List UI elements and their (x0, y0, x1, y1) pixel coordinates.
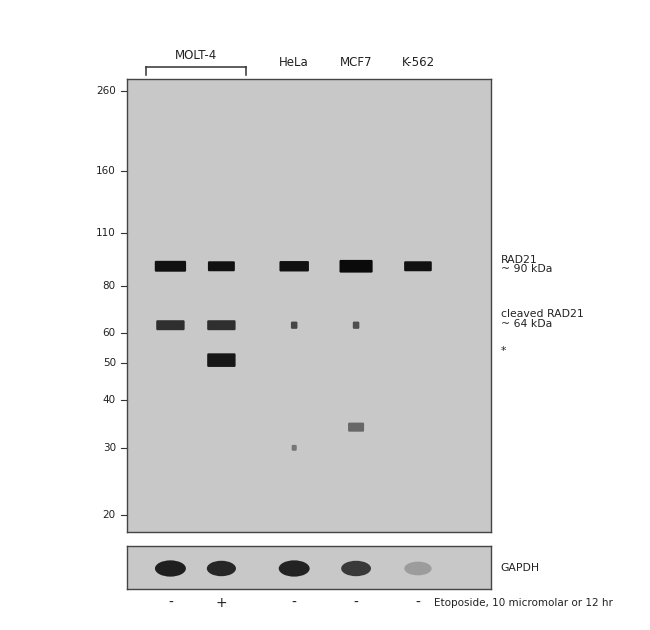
Text: -: - (415, 596, 421, 610)
Ellipse shape (341, 561, 371, 576)
Text: 260: 260 (96, 86, 116, 96)
Text: +: + (216, 596, 228, 610)
FancyBboxPatch shape (155, 261, 186, 272)
Text: HeLa: HeLa (280, 56, 309, 69)
Text: Etoposide, 10 micromolar or 12 hr: Etoposide, 10 micromolar or 12 hr (434, 598, 613, 608)
Text: *: * (500, 346, 506, 355)
Text: ~ 90 kDa: ~ 90 kDa (500, 265, 552, 275)
FancyBboxPatch shape (348, 423, 364, 432)
Text: 80: 80 (103, 281, 116, 290)
Text: -: - (354, 596, 359, 610)
Ellipse shape (207, 561, 236, 576)
Text: MCF7: MCF7 (340, 56, 372, 69)
FancyBboxPatch shape (156, 320, 185, 330)
Text: -: - (168, 596, 173, 610)
FancyBboxPatch shape (207, 320, 235, 330)
Text: RAD21: RAD21 (500, 255, 538, 265)
Text: 30: 30 (103, 443, 116, 453)
FancyBboxPatch shape (353, 321, 359, 329)
Text: 110: 110 (96, 228, 116, 238)
Ellipse shape (155, 560, 186, 576)
Text: 50: 50 (103, 358, 116, 369)
Ellipse shape (279, 560, 309, 576)
Text: cleaved RAD21: cleaved RAD21 (500, 309, 583, 319)
Text: MOLT-4: MOLT-4 (175, 49, 217, 62)
FancyBboxPatch shape (291, 321, 298, 329)
FancyBboxPatch shape (207, 353, 235, 367)
Text: -: - (292, 596, 296, 610)
Text: 60: 60 (103, 328, 116, 338)
Text: K-562: K-562 (402, 56, 434, 69)
Text: GAPDH: GAPDH (500, 563, 540, 573)
Text: 20: 20 (103, 510, 116, 520)
FancyBboxPatch shape (208, 261, 235, 272)
FancyBboxPatch shape (292, 445, 297, 451)
Text: 40: 40 (103, 395, 116, 405)
FancyBboxPatch shape (339, 260, 372, 273)
Text: ~ 64 kDa: ~ 64 kDa (500, 319, 552, 329)
Text: 160: 160 (96, 166, 116, 176)
FancyBboxPatch shape (404, 261, 432, 272)
FancyBboxPatch shape (280, 261, 309, 272)
Ellipse shape (404, 561, 432, 575)
